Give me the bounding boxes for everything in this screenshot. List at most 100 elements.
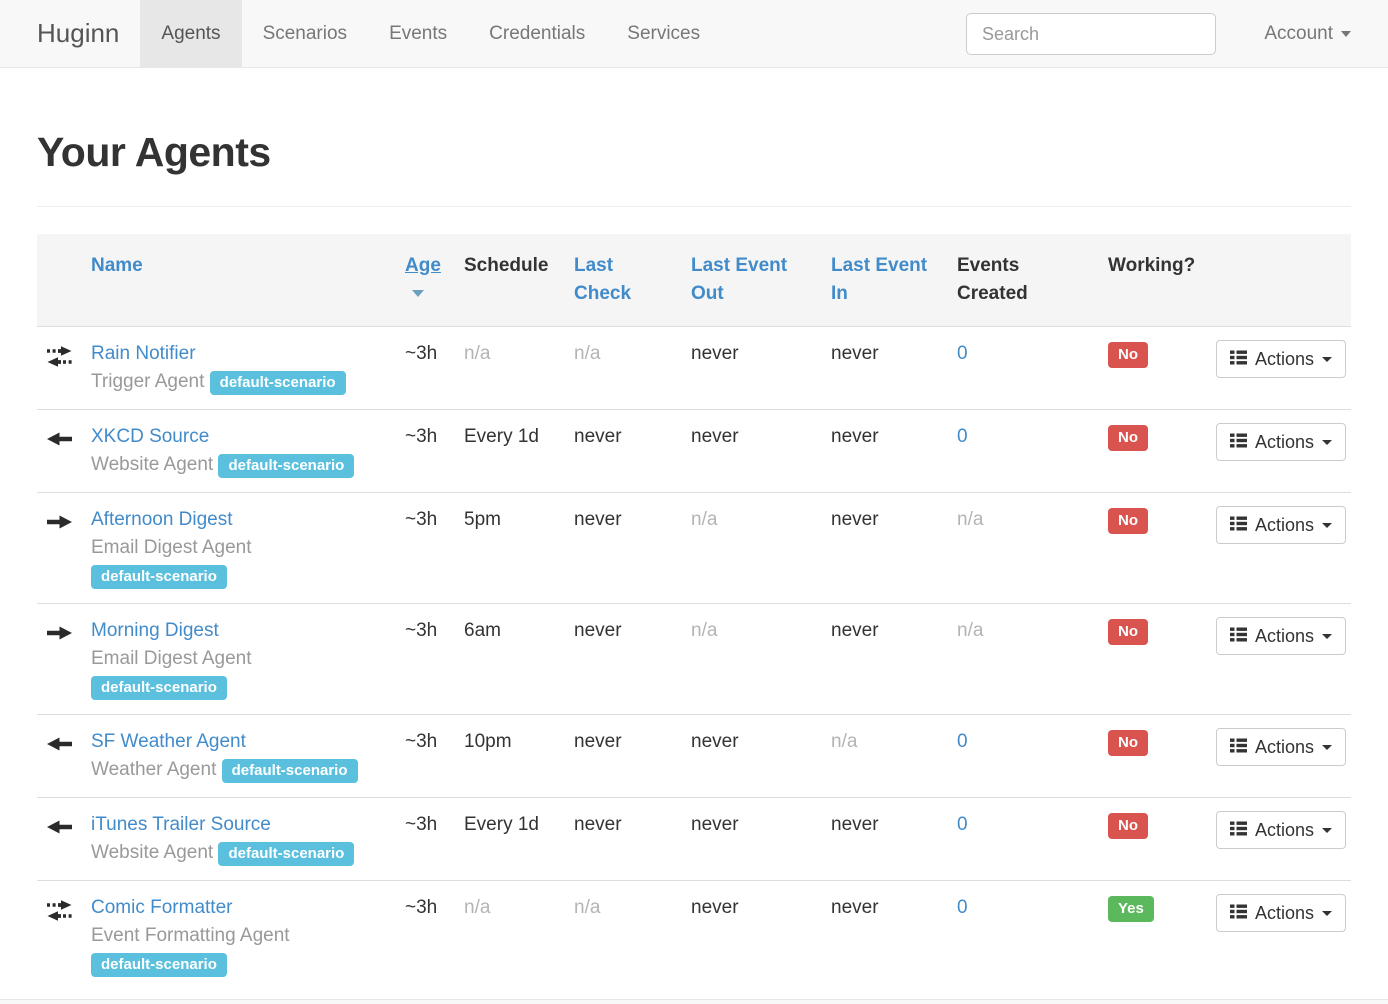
footer-divider [0,999,1388,1004]
working-badge: Yes [1108,896,1154,922]
actions-button-label: Actions [1255,626,1314,646]
sort-descending-icon [412,290,424,297]
working-badge: No [1108,813,1148,839]
agents-table-body: Rain Notifier Trigger Agent default-scen… [37,327,1351,992]
age-cell: ~3h [405,798,464,881]
events-created-link[interactable]: 0 [957,731,968,752]
table-row: iTunes Trailer Source Website Agent defa… [37,798,1351,881]
events-created-link[interactable]: 0 [957,814,968,835]
agent-name-link[interactable]: XKCD Source [91,426,209,447]
nav-item-services[interactable]: Services [606,0,721,67]
events-created-link[interactable]: 0 [957,426,968,447]
scenario-badge[interactable]: default-scenario [222,759,358,783]
list-icon [1230,820,1247,840]
table-row: SF Weather Agent Weather Agent default-s… [37,715,1351,798]
agent-name-link[interactable]: Morning Digest [91,620,219,641]
actions-button[interactable]: Actions [1216,617,1346,655]
header-age: Age [405,234,464,327]
sort-last-check-link[interactable]: Last Check [574,255,631,304]
events-created-link[interactable]: 0 [957,897,968,918]
actions-button[interactable]: Actions [1216,506,1346,544]
arrow-right-icon [46,511,73,539]
scenario-badge[interactable]: default-scenario [218,842,354,866]
scenario-badge[interactable]: default-scenario [91,953,227,977]
scenario-badge[interactable]: default-scenario [218,454,354,478]
agent-name-link[interactable]: Comic Formatter [91,897,232,918]
age-cell: ~3h [405,410,464,493]
list-icon [1230,349,1247,369]
actions-button[interactable]: Actions [1216,728,1346,766]
agent-type-label: Weather Agent [91,759,216,780]
nav-item-agents[interactable]: Agents [140,0,241,67]
events-created-value: n/a [957,620,983,641]
agent-name-link[interactable]: Afternoon Digest [91,509,233,530]
caret-down-icon [1322,357,1332,362]
agents-table: Name Age Schedule Last Check Last Event … [37,234,1351,991]
nav-item-scenarios[interactable]: Scenarios [242,0,369,67]
header-name: Name [91,234,405,327]
agent-type-label: Event Formatting Agent [91,925,290,946]
scenario-badge[interactable]: default-scenario [210,371,346,395]
sort-last-event-in-link[interactable]: Last Event In [831,255,927,304]
caret-down-icon [1322,745,1332,750]
sort-last-event-out-link[interactable]: Last Event Out [691,255,787,304]
table-row: Rain Notifier Trigger Agent default-scen… [37,327,1351,410]
last-event-in-cell: never [831,881,957,992]
agent-type-label: Trigger Agent [91,371,204,392]
last-event-out-cell: never [691,410,831,493]
events-created-value: n/a [957,509,983,530]
last-check-cell: never [574,715,691,798]
schedule-cell: Every 1d [464,410,574,493]
nav-item-credentials[interactable]: Credentials [468,0,606,67]
actions-button[interactable]: Actions [1216,423,1346,461]
list-icon [1230,737,1247,757]
last-event-out-cell: never [691,881,831,992]
sort-name-link[interactable]: Name [91,255,143,276]
nav-item-events[interactable]: Events [368,0,468,67]
last-event-in-cell: n/a [831,715,957,798]
schedule-cell: Every 1d [464,798,574,881]
age-cell: ~3h [405,604,464,715]
scenario-badge[interactable]: default-scenario [91,676,227,700]
list-icon [1230,626,1247,646]
header-schedule: Schedule [464,234,574,327]
last-check-cell: n/a [574,327,691,410]
actions-button[interactable]: Actions [1216,811,1346,849]
events-created-cell: n/a [957,493,1108,604]
actions-button[interactable]: Actions [1216,894,1346,932]
agent-name-link[interactable]: Rain Notifier [91,343,196,364]
schedule-cell: 5pm [464,493,574,604]
account-menu[interactable]: Account [1264,0,1351,68]
events-created-link[interactable]: 0 [957,343,968,364]
actions-button[interactable]: Actions [1216,340,1346,378]
brand-logo[interactable]: Huginn [37,0,119,67]
last-event-in-cell: never [831,410,957,493]
header-actions-col [1216,234,1351,327]
title-divider [37,206,1351,207]
agent-name-link[interactable]: SF Weather Agent [91,731,246,752]
table-row: Comic Formatter Event Formatting Agent d… [37,881,1351,992]
events-created-cell: 0 [957,798,1108,881]
search-input[interactable] [966,13,1216,55]
agent-type-label: Email Digest Agent [91,537,252,558]
last-event-out-cell: never [691,327,831,410]
scenario-badge[interactable]: default-scenario [91,565,227,589]
last-check-cell: never [574,493,691,604]
sort-age-link[interactable]: Age [405,255,441,276]
actions-button-label: Actions [1255,820,1314,840]
working-badge: No [1108,425,1148,451]
agent-name-link[interactable]: iTunes Trailer Source [91,814,271,835]
last-event-in-cell: never [831,493,957,604]
events-created-cell: 0 [957,410,1108,493]
list-icon [1230,432,1247,452]
schedule-cell: n/a [464,327,574,410]
actions-button-label: Actions [1255,903,1314,923]
schedule-cell: n/a [464,881,574,992]
header-last-event-in: Last Event In [831,234,957,327]
table-header-row: Name Age Schedule Last Check Last Event … [37,234,1351,327]
main-nav: AgentsScenariosEventsCredentialsServices [140,0,721,67]
main-content: Your Agents Name Age Schedule Last Check… [0,128,1388,991]
caret-down-icon [1322,440,1332,445]
agent-type-label: Website Agent [91,842,213,863]
events-created-cell: 0 [957,715,1108,798]
